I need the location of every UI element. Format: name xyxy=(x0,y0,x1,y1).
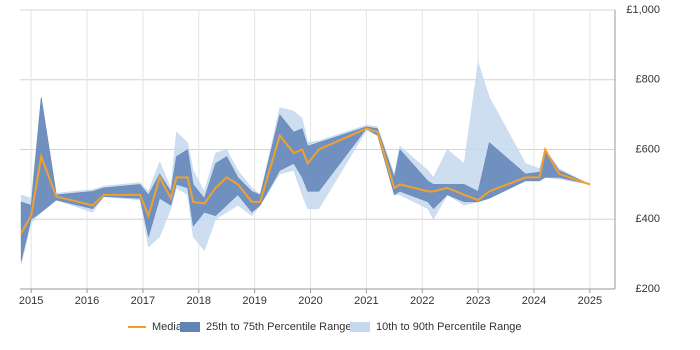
percentile-band xyxy=(20,97,590,262)
y-tick-label: £800 xyxy=(636,74,660,86)
legend-label: 25th to 75th Percentile Range xyxy=(206,321,352,333)
y-tick-label: £400 xyxy=(636,213,660,225)
x-tick-label: 2024 xyxy=(522,295,546,307)
x-tick-label: 2017 xyxy=(131,295,155,307)
legend-swatch xyxy=(350,322,370,332)
legend-label: Median xyxy=(152,321,188,333)
y-tick-label: £200 xyxy=(636,283,660,295)
x-tick-label: 2022 xyxy=(410,295,434,307)
x-tick-label: 2023 xyxy=(466,295,490,307)
x-tick-label: 2020 xyxy=(298,295,322,307)
x-tick-label: 2015 xyxy=(19,295,43,307)
x-tick-label: 2016 xyxy=(75,295,99,307)
legend-label: 10th to 90th Percentile Range xyxy=(376,321,522,333)
y-tick-label: £1,000 xyxy=(626,4,660,16)
y-tick-label: £600 xyxy=(636,143,660,155)
x-tick-label: 2021 xyxy=(354,295,378,307)
median-line xyxy=(20,127,591,234)
x-tick-label: 2018 xyxy=(187,295,211,307)
x-tick-label: 2019 xyxy=(242,295,266,307)
legend-swatch xyxy=(180,322,200,332)
x-tick-label: 2025 xyxy=(578,295,602,307)
